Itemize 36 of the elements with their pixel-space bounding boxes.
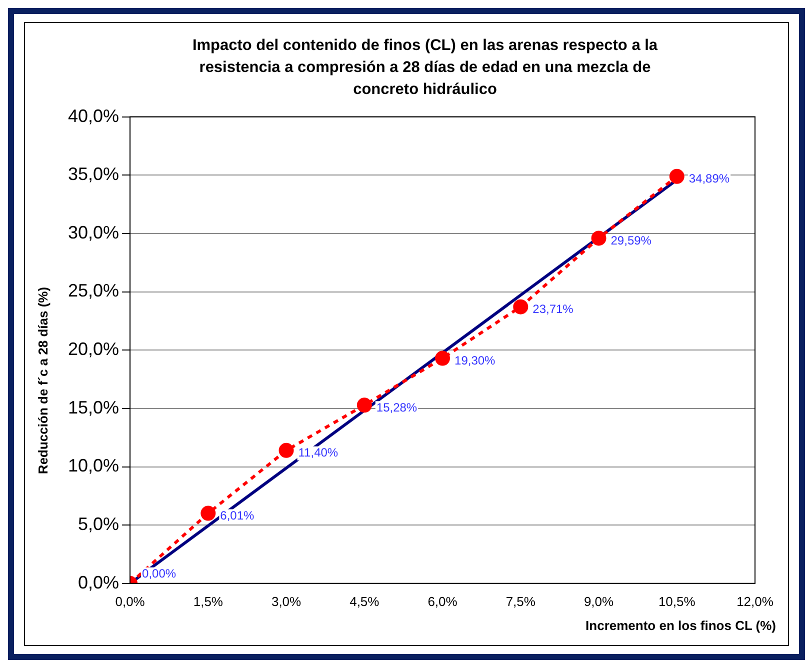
- data-label: 29,59%: [610, 234, 652, 248]
- y-axis-title: Reducción de f´c a 28 días (%): [36, 286, 50, 476]
- x-tick-label: 12,0%: [736, 594, 774, 609]
- data-label: 0,00%: [142, 566, 176, 581]
- y-tick-label: 40,0%: [68, 106, 120, 126]
- x-tick-label: 7,5%: [506, 594, 536, 609]
- x-tick-label: 3,0%: [271, 594, 302, 609]
- chart-title: Impacto del contenido de finos (CL) en las arenas respecto a la resistencia a compresión a 28 días de edad en una mezcla de concreto hidráulico: [191, 36, 659, 100]
- y-tick-label: 30,0%: [68, 222, 120, 242]
- x-axis-title: Incremento en los finos CL (%): [586, 618, 776, 633]
- point: [200, 506, 216, 521]
- y-tick-label: 5,0%: [78, 514, 120, 534]
- point: [513, 299, 528, 314]
- x-tick-label: 10,5%: [658, 594, 696, 609]
- data-label: 15,28%: [376, 400, 418, 414]
- y-tick-label: 10,0%: [68, 456, 120, 476]
- point: [435, 350, 450, 366]
- y-tick-label: 15,0%: [68, 397, 120, 418]
- point: [356, 398, 372, 413]
- x-tick-label: 4,5%: [350, 594, 380, 609]
- data-label: 34,89%: [688, 172, 730, 186]
- y-tick-label: 35,0%: [68, 164, 120, 184]
- data-label: 6,01%: [220, 508, 255, 523]
- y-tick-label: 25,0%: [68, 280, 120, 301]
- x-tick-label: 1,5%: [193, 594, 224, 609]
- x-tick-label: 6,0%: [428, 594, 458, 609]
- y-tick-label: 0,0%: [78, 572, 120, 592]
- y-tick-label: 20,0%: [68, 339, 120, 360]
- data-label: 19,30%: [454, 354, 496, 368]
- point: [669, 168, 684, 184]
- data-label: 11,40%: [298, 446, 338, 460]
- x-tick-label: 9,0%: [584, 594, 614, 609]
- point: [591, 230, 606, 246]
- x-tick-label: 0,0%: [115, 594, 146, 609]
- point: [278, 442, 294, 458]
- data-label: 23,71%: [532, 302, 574, 316]
